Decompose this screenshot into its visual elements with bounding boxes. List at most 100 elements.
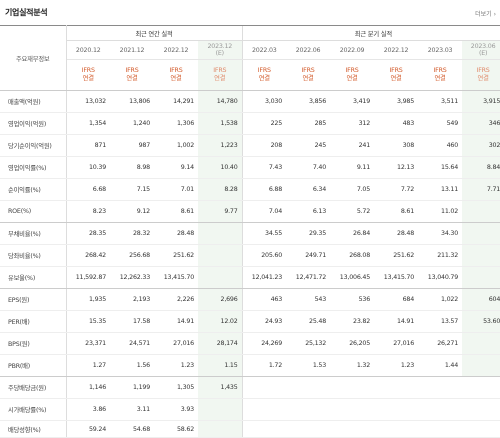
- row-label[interactable]: 부채비율(%): [0, 222, 67, 245]
- table-cell: 27,016: [154, 332, 198, 355]
- table-cell: 346: [462, 112, 500, 135]
- ifrs-label: IFRS: [433, 67, 447, 74]
- table-cell: 53.60: [462, 310, 500, 333]
- row-label[interactable]: 순이익률(%): [0, 178, 67, 201]
- table-cell: 13,040.79: [418, 266, 463, 289]
- table-cell: 285: [286, 112, 331, 135]
- table-cell: 3,915: [462, 90, 500, 113]
- table-cell: 15.35: [66, 310, 110, 333]
- table-cell: 2,696: [198, 288, 243, 311]
- row-label[interactable]: 당기순이익(억원): [0, 134, 67, 157]
- table-cell: 871: [66, 134, 110, 157]
- table-cell: 25,132: [286, 332, 331, 355]
- table-cell: 3,985: [374, 90, 419, 113]
- table-cell: 225: [241, 112, 287, 135]
- row-label[interactable]: PER(배): [0, 310, 67, 333]
- table-cell: 460: [418, 134, 463, 157]
- table-cell: 13,006.45: [330, 266, 375, 289]
- ifrs-badge: IFRS 연결: [286, 59, 331, 91]
- table-cell: 463: [241, 288, 287, 311]
- row-label[interactable]: PBR(배): [0, 354, 67, 377]
- period-header: 2022.09: [330, 40, 375, 60]
- table-cell: 1,240: [110, 112, 154, 135]
- table-cell: 1.44: [418, 354, 463, 377]
- ifrs-badge: IFRS 연결: [154, 59, 198, 91]
- row-label[interactable]: BPS(원): [0, 332, 67, 355]
- consolidated-label: 연결: [214, 75, 226, 82]
- consolidated-label: 연결: [258, 75, 270, 82]
- table-cell: 6.68: [66, 178, 110, 201]
- table-cell: 3,856: [286, 90, 331, 113]
- table-cell: 24,571: [110, 332, 154, 355]
- table-cell: 3.11: [110, 398, 154, 421]
- table-cell: 245: [286, 134, 331, 157]
- table-cell: 27,016: [374, 332, 419, 355]
- table-cell: 684: [374, 288, 419, 311]
- period-header: 2021.12: [110, 40, 154, 60]
- table-cell: 1,538: [198, 112, 243, 135]
- table-cell: 1,146: [66, 376, 110, 399]
- table-cell: 23.82: [330, 310, 375, 333]
- table-cell: [330, 420, 375, 438]
- table-cell: 26.84: [330, 222, 375, 245]
- table-cell: 1,306: [154, 112, 198, 135]
- row-label[interactable]: 매출액(억원): [0, 90, 67, 113]
- table-row: 부채비율(%) 28.35 28.32 28.48 34.55 29.35 26.84 28.…: [0, 222, 500, 245]
- table-cell: 7.04: [241, 200, 287, 223]
- table-cell: 543: [286, 288, 331, 311]
- table-cell: 8.98: [110, 156, 154, 179]
- row-label[interactable]: EPS(원): [0, 288, 67, 311]
- table-cell: 58.62: [154, 420, 198, 438]
- table-cell: 14,291: [154, 90, 198, 113]
- table-cell: [198, 266, 243, 289]
- row-label[interactable]: 시가배당률(%): [0, 398, 67, 421]
- annual-group-label: 최근 연간 실적: [66, 25, 243, 41]
- table-cell: 3,419: [330, 90, 375, 113]
- table-cell: [286, 376, 331, 399]
- table-cell: 34.30: [418, 222, 463, 245]
- table-cell: [462, 222, 500, 245]
- table-cell: 13.57: [418, 310, 463, 333]
- ifrs-label: IFRS: [81, 67, 95, 74]
- row-label[interactable]: ROE(%): [0, 200, 67, 223]
- table-cell: 10.39: [66, 156, 110, 179]
- table-row: 순이익률(%) 6.68 7.15 7.01 8.28 6.88 6.34 7.05 7.72 1…: [0, 178, 500, 201]
- table-cell: 28.48: [374, 222, 419, 245]
- estimate-mark: (E): [478, 50, 488, 57]
- table-cell: 59.24: [66, 420, 110, 438]
- table-cell: [241, 376, 287, 399]
- table-cell: 1,354: [66, 112, 110, 135]
- table-cell: [418, 398, 463, 421]
- row-label[interactable]: 배당성향(%): [0, 420, 67, 438]
- table-cell: 249.71: [286, 244, 331, 267]
- table-cell: [462, 398, 500, 421]
- table-cell: 1,022: [418, 288, 463, 311]
- row-label[interactable]: 영업이익률(%): [0, 156, 67, 179]
- consolidated-label: 연결: [477, 75, 489, 82]
- row-label[interactable]: 당좌비율(%): [0, 244, 67, 267]
- row-label[interactable]: 주당배당금(원): [0, 376, 67, 399]
- table-cell: 9.12: [110, 200, 154, 223]
- financial-summary-table: 주요재무정보 최근 연간 실적 최근 분기 실적 2020.12 2021.12 2022…: [0, 25, 500, 438]
- table-cell: [286, 398, 331, 421]
- period-label: 2023.03: [427, 46, 453, 54]
- table-cell: 3.93: [154, 398, 198, 421]
- ifrs-badge: IFRS 연결: [241, 59, 287, 91]
- table-cell: 7.43: [241, 156, 287, 179]
- row-label[interactable]: 영업이익(억원): [0, 112, 67, 135]
- table-cell: 9.11: [330, 156, 375, 179]
- corner-label: 주요재무정보: [0, 25, 67, 91]
- table-cell: 15.64: [418, 156, 463, 179]
- period-label: 2022.12: [383, 46, 409, 54]
- table-cell: 24,269: [241, 332, 287, 355]
- table-cell: [241, 420, 287, 438]
- table-cell: 2,226: [154, 288, 198, 311]
- ifrs-badge: IFRS 연결: [66, 59, 110, 91]
- table-cell: 8.61: [374, 200, 419, 223]
- table-row: PBR(배) 1.27 1.56 1.23 1.15 1.72 1.53 1.32 1.23 1.…: [0, 354, 500, 377]
- table-cell: 205.60: [241, 244, 287, 267]
- table-cell: 23,371: [66, 332, 110, 355]
- table-cell: 12.13: [374, 156, 419, 179]
- more-link[interactable]: 더보기 ›: [475, 11, 496, 18]
- row-label[interactable]: 유보율(%): [0, 266, 67, 289]
